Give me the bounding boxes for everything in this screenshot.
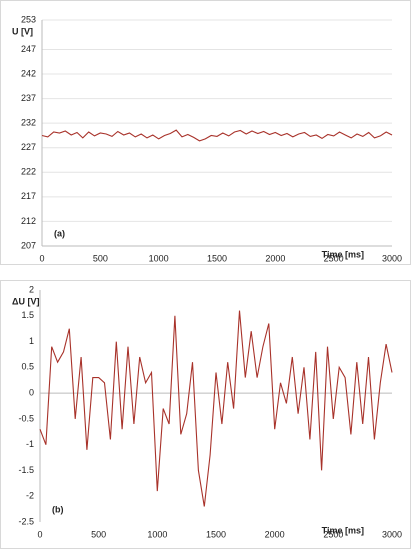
y-tick-label: 1.5 [21,310,34,320]
data-line [39,310,393,507]
y-tick-label: 222 [21,167,36,177]
y-tick-label: 217 [21,191,36,201]
x-tick-label: 3000 [382,253,402,263]
panel-label: (b) [52,504,64,514]
y-tick-label: 212 [21,216,36,226]
y-tick-label: 237 [21,93,36,103]
panel-label: (a) [54,228,65,238]
y-tick-label: -2 [26,491,34,501]
y-tick-label: 227 [21,142,36,152]
x-tick-label: 1000 [149,253,169,263]
y-tick-label: 232 [21,118,36,128]
x-tick-label: 500 [93,253,108,263]
y-axis-label: U [V] [12,26,33,36]
x-tick-label: 0 [39,253,44,263]
y-tick-label: 253 [21,14,36,24]
y-tick-label: -2.5 [18,516,34,526]
y-tick-label: 242 [21,68,36,78]
y-tick-label: 1 [29,336,34,346]
y-tick-label: -0.5 [18,413,34,423]
x-tick-label: 0 [37,529,42,539]
x-tick-label: 2500 [324,253,344,263]
data-line [41,129,393,142]
y-tick-label: 0 [29,387,34,397]
x-tick-label: 2000 [265,253,285,263]
y-tick-label: 207 [21,240,36,250]
y-axis-label: ΔU [V] [12,296,39,306]
x-tick-label: 2000 [265,529,285,539]
x-axis-label: Time [ms] [322,249,364,259]
y-tick-label: 2 [29,284,34,294]
x-tick-label: 2500 [323,529,343,539]
panel-frame [0,0,411,265]
x-axis-label: Time [ms] [322,525,364,535]
y-tick-label: -1.5 [18,465,34,475]
panel-frame [0,280,411,549]
x-tick-label: 500 [91,529,106,539]
y-tick-label: 247 [21,44,36,54]
x-tick-label: 1000 [147,529,167,539]
x-tick-label: 1500 [207,253,227,263]
y-tick-label: 0.5 [21,362,34,372]
x-tick-label: 1500 [206,529,226,539]
x-tick-label: 3000 [382,529,402,539]
y-tick-label: -1 [26,439,34,449]
